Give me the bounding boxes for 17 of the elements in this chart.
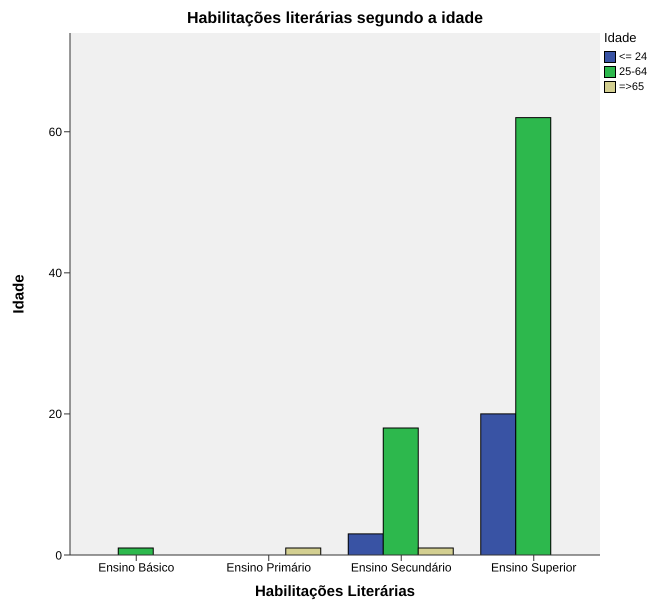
y-tick-label: 40	[48, 266, 62, 280]
legend-label: <= 24	[619, 50, 648, 62]
y-tick-label: 60	[48, 125, 62, 140]
legend-title: Idade	[604, 30, 638, 45]
x-tick-label: Ensino Básico	[98, 560, 175, 575]
x-tick-label: Ensino Secundário	[350, 560, 452, 575]
chart-title: Habilitações literárias segundo a idade	[186, 10, 484, 28]
y-axis-title: Idade	[10, 274, 28, 314]
y-tick-label: 0	[55, 548, 62, 562]
x-tick-label: Ensino Primário	[226, 560, 312, 575]
bar	[118, 547, 154, 555]
bar	[285, 547, 322, 555]
x-axis-title: Habilitações Literárias	[254, 583, 416, 600]
y-tick-label: 20	[48, 407, 62, 422]
legend-label: 25-64	[619, 66, 648, 78]
legend-label: =>65	[619, 80, 644, 92]
x-tick-label: Ensino Superior	[491, 560, 576, 575]
